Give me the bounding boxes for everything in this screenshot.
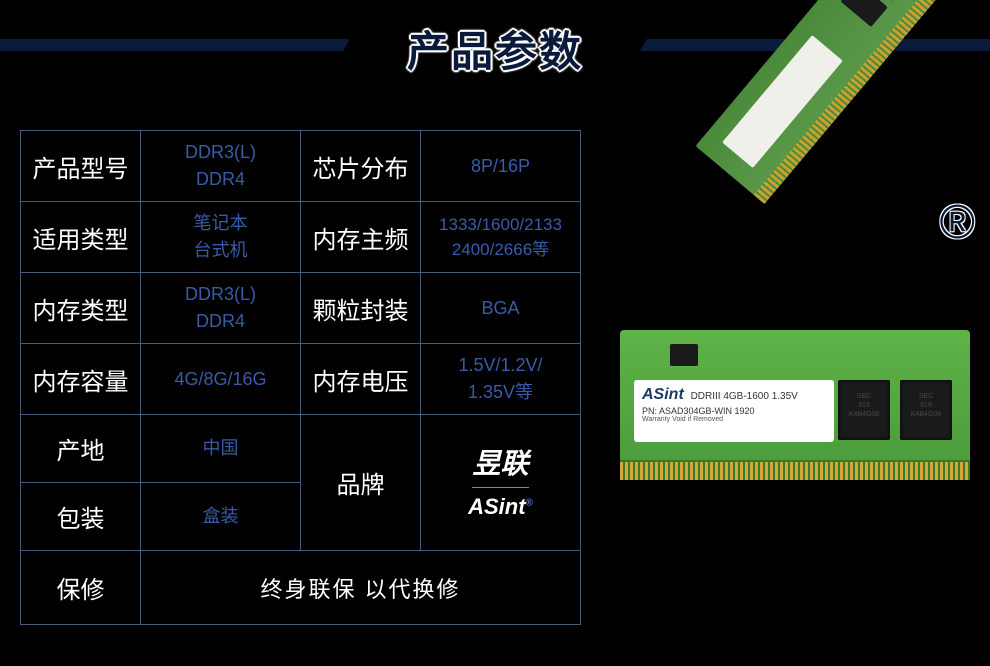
value-packaging: 盒装 (141, 483, 301, 551)
value-chip-layout: 8P/16P (421, 131, 581, 202)
value-brand: 昱联 ASint® (421, 415, 581, 551)
value-capacity: 4G/8G/16G (141, 344, 301, 415)
value-voltage: 1.5V/1.2V/ 1.35V等 (421, 344, 581, 415)
value-package: BGA (421, 273, 581, 344)
label-mem-type: 内存类型 (21, 273, 141, 344)
chip-icon (670, 344, 698, 366)
sodimm-sticker: ASint DDRIII 4GB-1600 1.35V PN: ASAD304G… (634, 380, 834, 442)
label-apply-type: 适用类型 (21, 202, 141, 273)
sodimm-module-icon: ASint DDRIII 4GB-1600 1.35V PN: ASAD304G… (620, 330, 970, 480)
table-row: 产地 中国 品牌 昱联 ASint® (21, 415, 581, 483)
brand-logo-en: ASint® (468, 494, 533, 519)
table-row: 产品型号 DDR3(L) DDR4 芯片分布 8P/16P (21, 131, 581, 202)
label-chip-layout: 芯片分布 (301, 131, 421, 202)
value-apply-type: 笔记本 台式机 (141, 202, 301, 273)
value-model: DDR3(L) DDR4 (141, 131, 301, 202)
table-row: 保修 终身联保 以代换修 (21, 551, 581, 625)
brand-logo-cn: 昱联 (472, 443, 528, 488)
table-row: 适用类型 笔记本 台式机 内存主频 1333/1600/2133 2400/26… (21, 202, 581, 273)
value-origin: 中国 (141, 415, 301, 483)
label-warranty: 保修 (21, 551, 141, 625)
value-warranty: 终身联保 以代换修 (141, 551, 581, 625)
label-voltage: 内存电压 (301, 344, 421, 415)
sodimm-notch (715, 462, 725, 480)
value-mem-type: DDR3(L) DDR4 (141, 273, 301, 344)
spec-table: 产品型号 DDR3(L) DDR4 芯片分布 8P/16P 适用类型 笔记本 台… (20, 130, 581, 625)
chip-icon: SEC919K4B4G08 (838, 380, 890, 440)
table-row: 内存类型 DDR3(L) DDR4 颗粒封装 BGA (21, 273, 581, 344)
ram-illustration: ASint DDRIII 4GB-1600 1.35V PN: ASAD304G… (610, 150, 990, 530)
label-package: 颗粒封装 (301, 273, 421, 344)
sodimm-warn: Warranty Void if Removed (642, 416, 826, 423)
label-frequency: 内存主频 (301, 202, 421, 273)
page-title: 产品参数 (407, 18, 583, 79)
label-origin: 产地 (21, 415, 141, 483)
registered-symbol: ® (940, 195, 975, 250)
label-model: 产品型号 (21, 131, 141, 202)
table-row: 内存容量 4G/8G/16G 内存电压 1.5V/1.2V/ 1.35V等 (21, 344, 581, 415)
label-packaging: 包装 (21, 483, 141, 551)
sodimm-model: DDRIII 4GB-1600 1.35V (691, 391, 798, 402)
label-capacity: 内存容量 (21, 344, 141, 415)
label-brand: 品牌 (301, 415, 421, 551)
header-bar-left (0, 39, 350, 51)
chip-icon (840, 0, 887, 27)
chip-icon: SEC919K4B4G08 (900, 380, 952, 440)
value-frequency: 1333/1600/2133 2400/2666等 (421, 202, 581, 273)
sodimm-pn: PN: ASAD304GB-WIN 1920 (642, 406, 826, 416)
sodimm-brand: ASint (642, 386, 684, 403)
